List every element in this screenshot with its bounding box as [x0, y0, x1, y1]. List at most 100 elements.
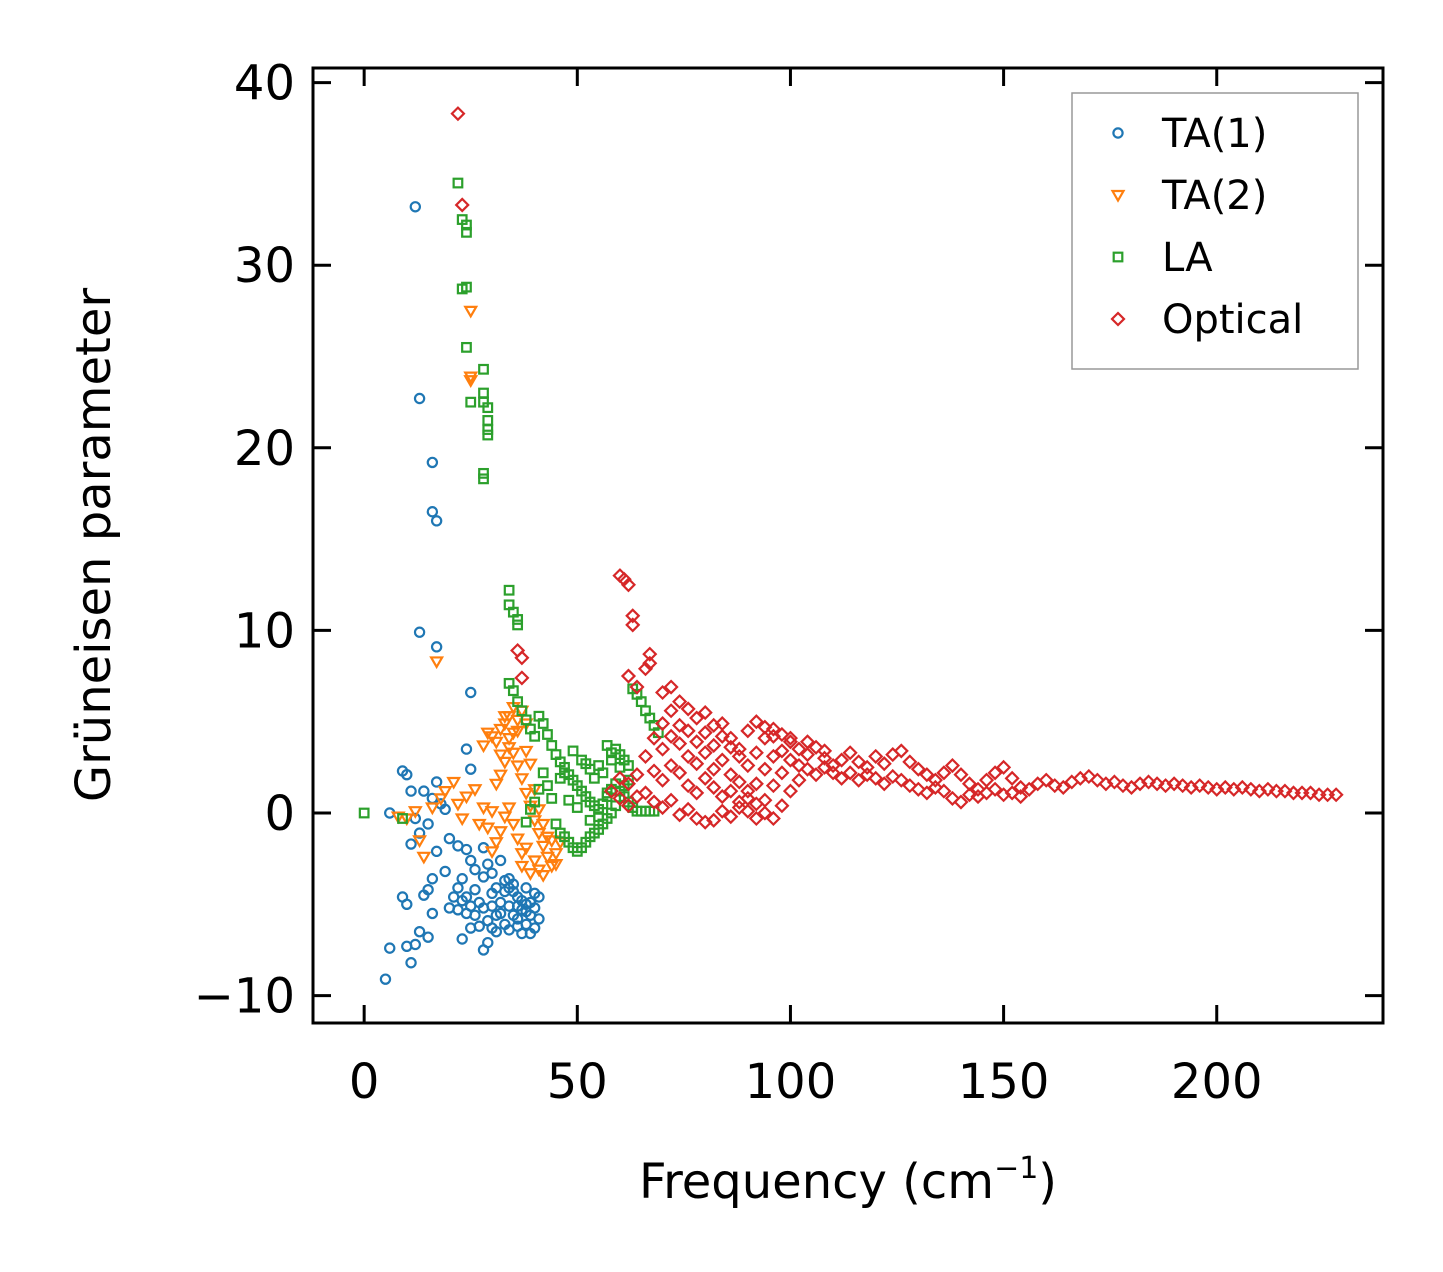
- legend-label: TA(2): [1161, 173, 1267, 219]
- data-point: [546, 740, 558, 751]
- data-point: [1328, 787, 1344, 803]
- y-tick-label: −10: [194, 969, 295, 1025]
- data-point: [480, 822, 496, 836]
- data-point: [1115, 778, 1131, 794]
- series-ta-1-: [379, 201, 545, 985]
- data-point: [482, 936, 494, 949]
- data-point: [655, 799, 671, 816]
- data-point: [1089, 772, 1105, 788]
- data-point: [514, 773, 530, 787]
- data-point: [537, 767, 549, 779]
- data-point: [497, 718, 513, 732]
- data-point: [885, 768, 901, 785]
- data-point: [1243, 781, 1259, 797]
- data-point: [463, 371, 479, 385]
- data-point: [437, 785, 453, 799]
- data-point: [620, 798, 637, 814]
- data-point: [765, 748, 781, 764]
- data-point: [620, 668, 637, 684]
- data-point: [454, 197, 470, 213]
- y-tick-label: 10: [234, 603, 295, 659]
- data-point: [893, 772, 909, 788]
- data-point: [680, 748, 696, 764]
- data-point: [514, 650, 530, 666]
- data-point: [1175, 778, 1191, 794]
- data-point: [740, 757, 756, 774]
- data-point: [520, 898, 532, 911]
- data-point: [465, 854, 477, 867]
- data-point: [1013, 789, 1029, 805]
- data-point: [567, 745, 579, 757]
- data-point: [480, 727, 496, 741]
- data-point: [482, 415, 494, 426]
- data-point: [494, 854, 507, 867]
- data-point: [1140, 774, 1157, 790]
- data-point: [384, 942, 396, 954]
- legend-marker: [1110, 189, 1126, 203]
- data-point: [927, 779, 943, 796]
- data-point: [488, 736, 504, 750]
- data-point: [1004, 785, 1020, 801]
- data-point: [494, 907, 507, 920]
- data-point: [535, 869, 551, 883]
- data-point: [461, 281, 472, 293]
- data-point: [765, 810, 781, 827]
- data-point: [987, 765, 1003, 781]
- data-point: [655, 715, 671, 732]
- data-point: [1038, 772, 1054, 788]
- legend: TA(1) TA(2) LA Optical: [1071, 92, 1359, 370]
- data-point: [625, 608, 641, 624]
- data-point: [902, 754, 918, 770]
- data-point: [646, 794, 662, 810]
- data-point: [426, 873, 439, 885]
- data-point: [542, 729, 553, 740]
- data-point: [430, 515, 443, 527]
- legend-item: LA: [1112, 235, 1213, 281]
- data-point: [461, 341, 472, 353]
- data-point: [461, 219, 472, 231]
- data-point: [439, 803, 451, 816]
- x-tick-label: 100: [745, 1054, 837, 1110]
- data-point: [603, 783, 619, 799]
- data-point: [689, 734, 705, 750]
- data-point: [401, 898, 413, 911]
- data-point: [463, 375, 479, 388]
- legend-item: TA(1): [1112, 111, 1267, 157]
- data-point: [799, 747, 816, 763]
- data-point: [697, 725, 713, 741]
- data-point: [672, 736, 688, 752]
- data-point: [1260, 781, 1276, 797]
- y-axis-title: Grüneisen parameter: [66, 288, 122, 803]
- data-point: [697, 705, 713, 721]
- data-point: [488, 778, 504, 792]
- data-point: [774, 726, 790, 743]
- x-tick-label: 0: [349, 1054, 380, 1110]
- data-point: [461, 226, 472, 238]
- data-point: [501, 711, 517, 724]
- data-point: [535, 840, 551, 854]
- data-point: [397, 813, 408, 824]
- data-point: [518, 745, 534, 759]
- data-point: [446, 776, 462, 790]
- data-point: [476, 740, 491, 754]
- data-point: [486, 922, 498, 934]
- data-point: [689, 810, 705, 827]
- data-point: [629, 679, 645, 695]
- y-tick-label: 40: [234, 56, 295, 112]
- data-point: [439, 865, 451, 878]
- data-point: [518, 787, 534, 801]
- data-point: [520, 816, 532, 828]
- y-tick-label: 0: [264, 786, 295, 842]
- data-point: [1200, 779, 1216, 796]
- data-point: [774, 743, 790, 759]
- data-point: [477, 871, 490, 883]
- data-point: [1106, 774, 1122, 790]
- data-point: [493, 749, 508, 763]
- data-point: [1192, 778, 1208, 794]
- data-point: [505, 818, 521, 832]
- data-point: [655, 772, 671, 788]
- data-point: [422, 931, 434, 943]
- data-point: [503, 924, 515, 936]
- data-point: [748, 714, 764, 730]
- data-point: [706, 761, 722, 777]
